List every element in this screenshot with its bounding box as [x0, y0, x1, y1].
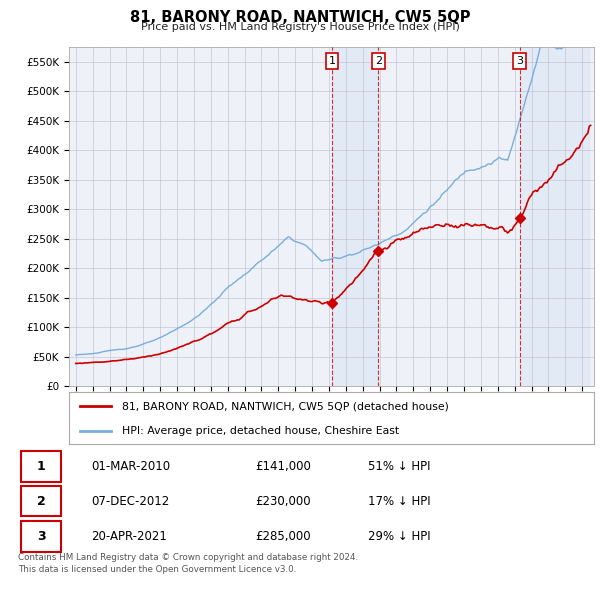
- Text: 01-MAR-2010: 01-MAR-2010: [91, 460, 170, 473]
- Bar: [332, 47, 379, 386]
- Text: £230,000: £230,000: [255, 494, 311, 507]
- Text: 17% ↓ HPI: 17% ↓ HPI: [368, 494, 430, 507]
- FancyBboxPatch shape: [21, 451, 61, 482]
- Text: £141,000: £141,000: [255, 460, 311, 473]
- Text: £285,000: £285,000: [255, 530, 311, 543]
- Text: 81, BARONY ROAD, NANTWICH, CW5 5QP (detached house): 81, BARONY ROAD, NANTWICH, CW5 5QP (deta…: [121, 401, 448, 411]
- Text: 2: 2: [37, 494, 46, 507]
- Text: 1: 1: [37, 460, 46, 473]
- Text: 29% ↓ HPI: 29% ↓ HPI: [368, 530, 430, 543]
- Text: Price paid vs. HM Land Registry's House Price Index (HPI): Price paid vs. HM Land Registry's House …: [140, 22, 460, 32]
- Text: 1: 1: [328, 56, 335, 66]
- Text: 07-DEC-2012: 07-DEC-2012: [91, 494, 170, 507]
- Text: HPI: Average price, detached house, Cheshire East: HPI: Average price, detached house, Ches…: [121, 426, 398, 436]
- Text: 3: 3: [37, 530, 46, 543]
- Text: 20-APR-2021: 20-APR-2021: [91, 530, 167, 543]
- Text: 51% ↓ HPI: 51% ↓ HPI: [368, 460, 430, 473]
- Text: 81, BARONY ROAD, NANTWICH, CW5 5QP: 81, BARONY ROAD, NANTWICH, CW5 5QP: [130, 10, 470, 25]
- FancyBboxPatch shape: [21, 522, 61, 552]
- Text: This data is licensed under the Open Government Licence v3.0.: This data is licensed under the Open Gov…: [18, 565, 296, 574]
- FancyBboxPatch shape: [21, 486, 61, 516]
- Bar: [520, 47, 589, 386]
- Text: 2: 2: [375, 56, 382, 66]
- Text: 3: 3: [516, 56, 523, 66]
- Text: Contains HM Land Registry data © Crown copyright and database right 2024.: Contains HM Land Registry data © Crown c…: [18, 553, 358, 562]
